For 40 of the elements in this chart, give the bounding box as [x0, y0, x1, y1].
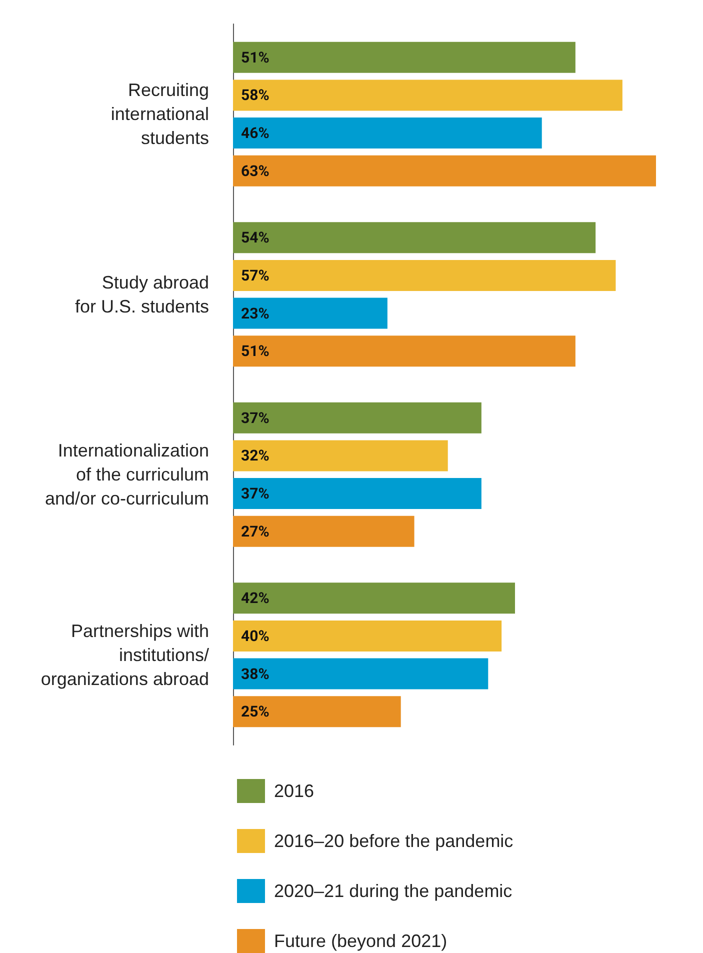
bar [233, 516, 414, 547]
bar [233, 80, 622, 111]
bar [233, 118, 542, 149]
y-tick-label: Study abroad for U.S. students [74, 272, 209, 316]
legend-label: 2020–21 during the pandemic [274, 881, 512, 901]
bar [233, 620, 502, 652]
bar [233, 696, 401, 728]
y-tick-label: Partnerships with institutions/ organizations abroad [40, 620, 209, 689]
bar [233, 658, 488, 690]
y-tick-label: Internationalization of the curriculum and/or co-curriculum [44, 440, 209, 509]
data-label: 27% [241, 522, 270, 540]
data-label: 51% [241, 48, 270, 66]
data-label: 40% [241, 626, 270, 645]
data-label: 32% [241, 446, 270, 465]
data-label: 23% [241, 304, 270, 322]
data-label: 51% [241, 342, 270, 360]
data-label: 46% [241, 124, 270, 142]
legend-label: 2016 [274, 781, 314, 801]
data-label: 63% [241, 162, 270, 180]
bar [233, 582, 515, 614]
bar [233, 298, 388, 329]
data-label: 38% [241, 664, 270, 683]
data-label: 58% [241, 86, 270, 104]
data-label: 25% [241, 702, 270, 721]
bar [233, 402, 482, 434]
bar [233, 222, 596, 254]
data-label: 54% [241, 228, 270, 247]
data-label: 37% [241, 408, 270, 427]
y-tick-label: Recruiting international students [110, 80, 209, 148]
bar [233, 440, 448, 472]
data-label: 37% [241, 484, 270, 503]
bar [233, 478, 482, 510]
bar [233, 155, 656, 186]
data-label: 42% [241, 589, 270, 608]
bar [233, 260, 616, 291]
legend-label: 2016–20 before the pandemic [274, 831, 514, 851]
bar [233, 336, 576, 367]
data-label: 57% [241, 266, 270, 284]
bar [233, 42, 576, 73]
legend-label: Future (beyond 2021) [274, 931, 448, 951]
